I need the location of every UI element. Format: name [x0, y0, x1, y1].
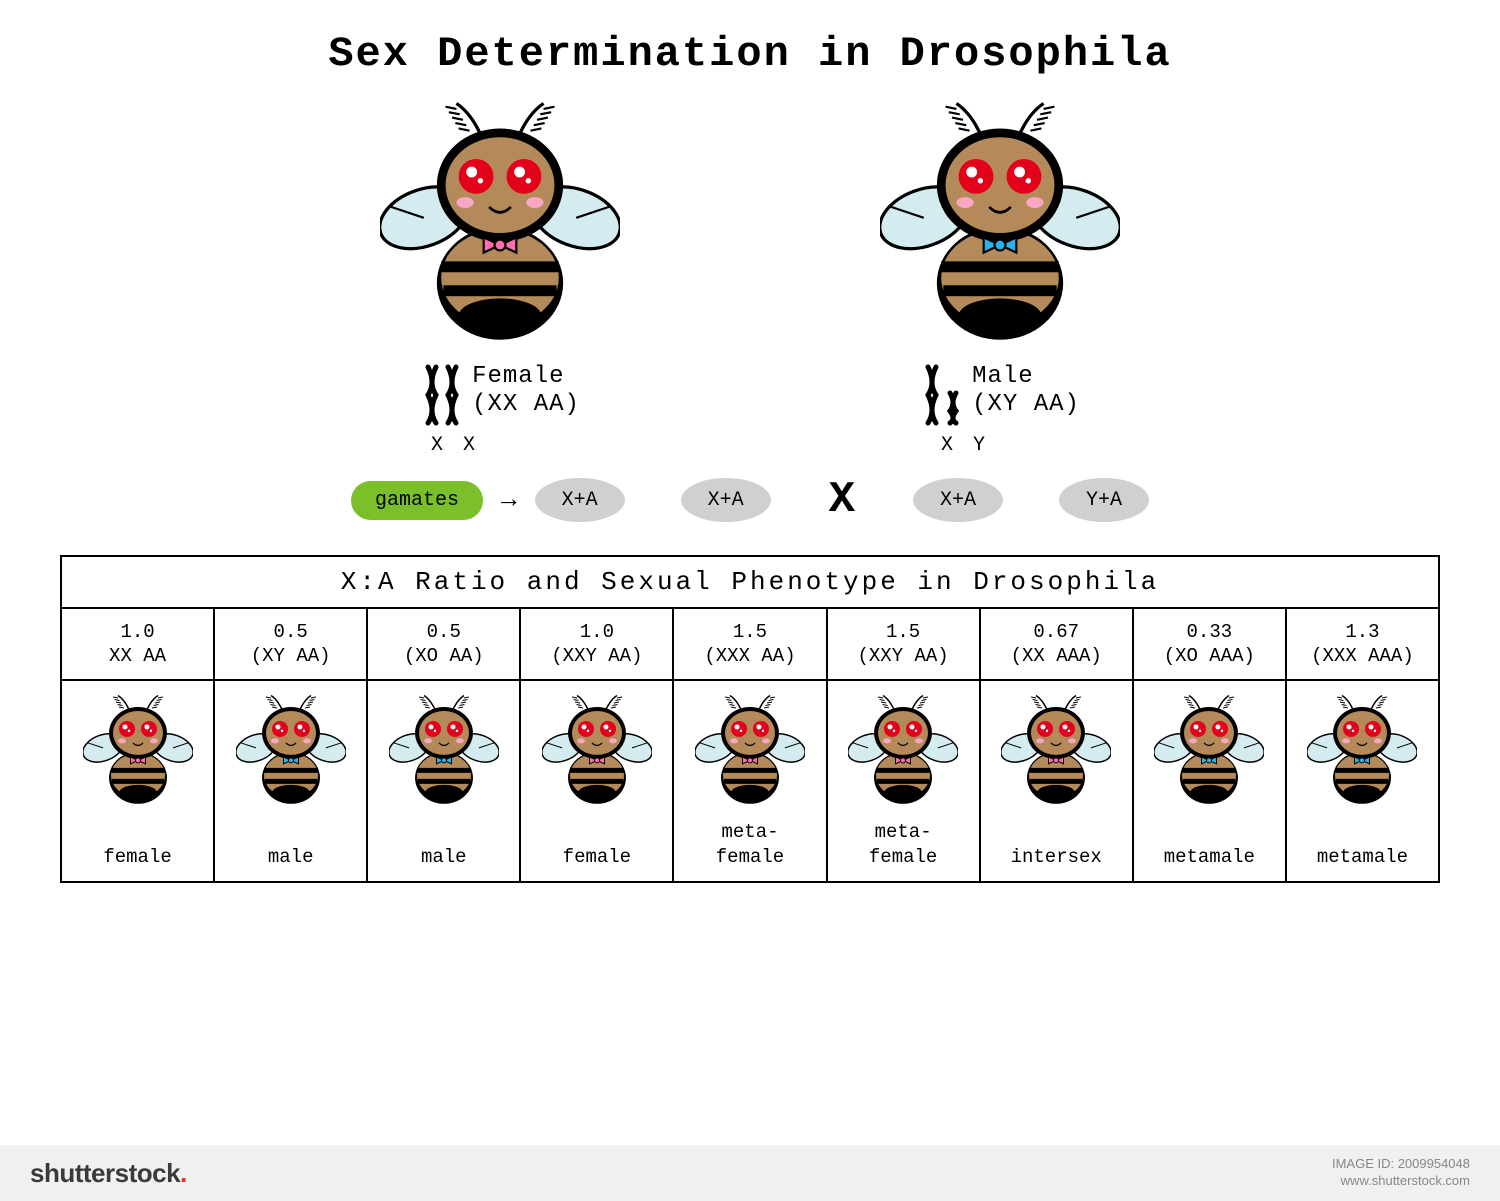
male-gamete-1: X+A — [913, 478, 1003, 522]
female-geno: (XX AA) — [472, 391, 580, 418]
gametes-label: gamates — [351, 481, 483, 520]
table-fly-cell: male — [215, 679, 368, 881]
table-ratio-cell: 1.5(XXX AA) — [674, 609, 827, 679]
table-title: X:A Ratio and Sexual Phenotype in Drosop… — [62, 557, 1438, 609]
male-gamete-2: Y+A — [1059, 478, 1149, 522]
male-chromo-sub: X Y — [810, 434, 1120, 457]
male-fly-icon — [880, 98, 1120, 357]
table-fly-cell: intersex — [981, 679, 1134, 881]
table-ratio-cell: 0.33(XO AAA) — [1134, 609, 1287, 679]
table-fly-row: female male — [62, 679, 1438, 881]
female-parent: Female (XX AA) X X — [380, 98, 620, 457]
table-ratio-row: 1.0XX AA0.5(XY AA)0.5(XO AA)1.0(XXY AA)1… — [62, 609, 1438, 679]
table-fly-cell: meta-female — [828, 679, 981, 881]
table-fly-cell: female — [62, 679, 215, 881]
arrow-icon: → — [501, 485, 517, 515]
table-ratio-cell: 0.67(XX AAA) — [981, 609, 1134, 679]
table-fly-cell: female — [521, 679, 674, 881]
table-ratio-cell: 0.5(XY AA) — [215, 609, 368, 679]
female-gamete-2: X+A — [681, 478, 771, 522]
table-fly-cell: metamale — [1287, 679, 1438, 881]
table-ratio-cell: 1.0XX AA — [62, 609, 215, 679]
table-fly-cell: male — [368, 679, 521, 881]
footer-meta: IMAGE ID: 2009954048 www.shutterstock.co… — [1332, 1156, 1470, 1190]
cross-symbol: X — [829, 475, 855, 525]
male-geno: (XY AA) — [972, 391, 1080, 418]
parents-row: Female (XX AA) X X — [0, 98, 1500, 457]
footer-bar: shutterstock. IMAGE ID: 2009954048 www.s… — [0, 1145, 1500, 1201]
female-fly-icon — [380, 98, 620, 357]
male-parent: Male (XY AA) X Y — [880, 98, 1120, 457]
female-chromosome-icon — [420, 363, 464, 432]
female-label: Female — [472, 363, 564, 390]
page-title: Sex Determination in Drosophila — [0, 30, 1500, 78]
table-ratio-cell: 1.0(XXY AA) — [521, 609, 674, 679]
table-ratio-cell: 0.5(XO AA) — [368, 609, 521, 679]
table-ratio-cell: 1.5(XXY AA) — [828, 609, 981, 679]
table-fly-cell: meta-female — [674, 679, 827, 881]
gametes-row: gamates → X+A X+A X X+A Y+A — [0, 475, 1500, 525]
male-chromosome-icon — [920, 363, 964, 432]
female-chromo-sub: X X — [290, 434, 620, 457]
female-gamete-1: X+A — [535, 478, 625, 522]
phenotype-table: X:A Ratio and Sexual Phenotype in Drosop… — [60, 555, 1440, 883]
table-ratio-cell: 1.3(XXX AAA) — [1287, 609, 1438, 679]
table-fly-cell: metamale — [1134, 679, 1287, 881]
footer-logo: shutterstock. — [30, 1158, 187, 1189]
male-label: Male — [972, 363, 1034, 390]
